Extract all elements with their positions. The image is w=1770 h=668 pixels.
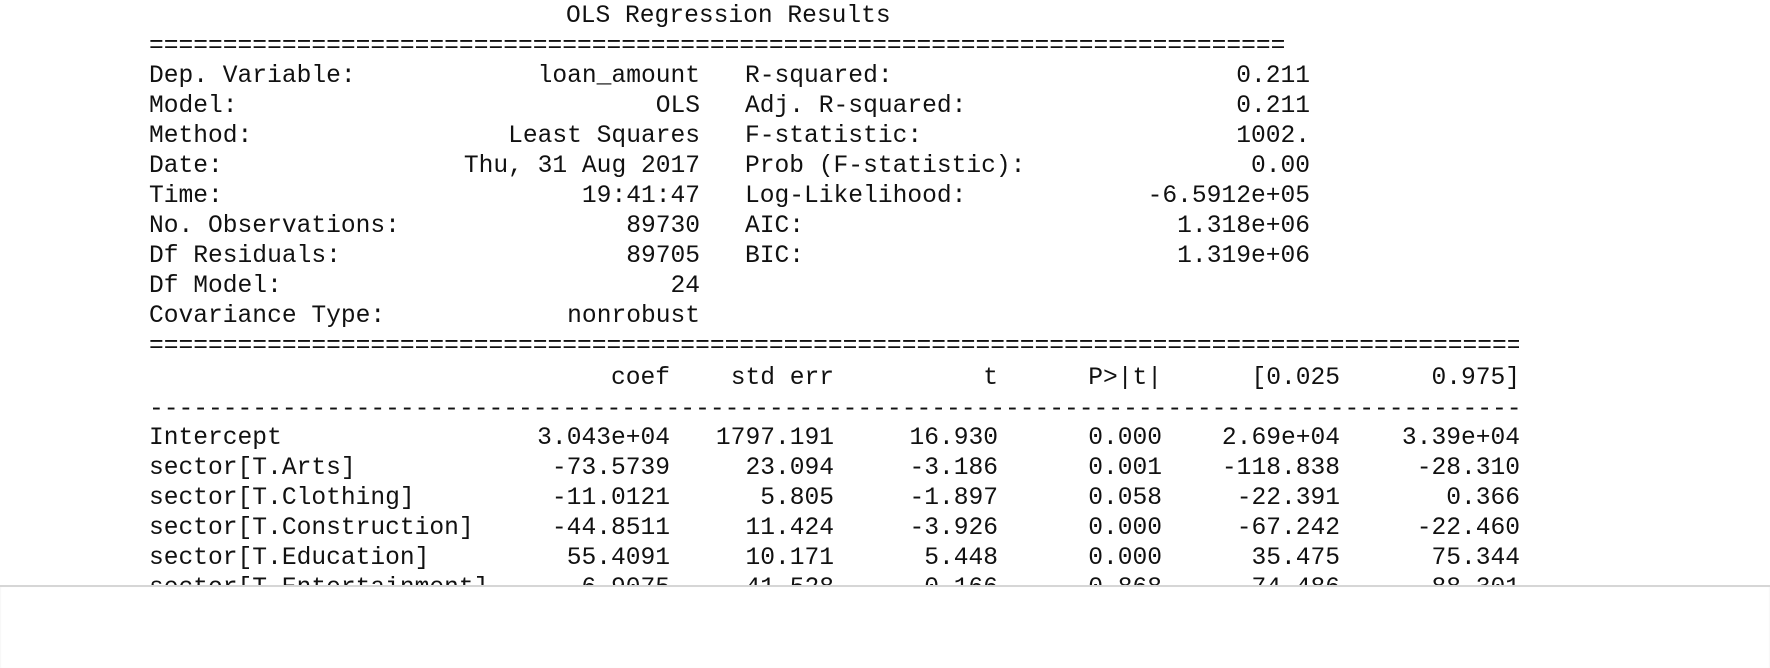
table-cell: 10.171 (745, 545, 834, 572)
summary-label: Time: (149, 183, 223, 210)
summary-value: 19:41:47 (581, 183, 700, 210)
summary-value: 1.318e+06 (1177, 213, 1310, 240)
summary-value: Thu, 31 Aug 2017 (463, 153, 700, 180)
summary-value: 24 (670, 273, 700, 300)
separator-middle: ========================================… (149, 333, 1519, 360)
table-cell: 11.424 (745, 515, 834, 542)
table-cell: 0.366 (1446, 485, 1520, 512)
summary-value: OLS (655, 93, 700, 120)
summary-value: 0.211 (1236, 63, 1310, 90)
table-cell: 3.39e+04 (1401, 425, 1520, 452)
table-row-name: sector[T.Education] (149, 545, 430, 572)
table-cell: 5.448 (924, 545, 998, 572)
table-row-name: Intercept (149, 425, 282, 452)
summary-label: Covariance Type: (149, 303, 386, 330)
table-cell: 0.000 (1088, 515, 1162, 542)
table-cell: 0.001 (1088, 455, 1162, 482)
table-cell: -22.460 (1416, 515, 1520, 542)
column-header: [0.025 (1251, 365, 1340, 392)
summary-value: 89705 (626, 243, 700, 270)
table-cell: 1797.191 (715, 425, 834, 452)
table-cell: -22.391 (1236, 485, 1340, 512)
table-cell: 55.4091 (566, 545, 670, 572)
separator-top: ========================================… (149, 33, 1286, 60)
table-row-name: sector[T.Construction] (149, 515, 474, 542)
table-cell: -73.5739 (551, 455, 670, 482)
page-title: OLS Regression Results (566, 3, 891, 30)
table-cell: 3.043e+04 (537, 425, 670, 452)
table-row-name: sector[T.Arts] (149, 455, 356, 482)
summary-label: Model: (149, 93, 238, 120)
summary-label: Date: (149, 153, 223, 180)
summary-value: 0.00 (1250, 153, 1310, 180)
summary-value: 1002. (1236, 123, 1310, 150)
summary-label: Prob (F-statistic): (745, 153, 1026, 180)
table-cell: 5.805 (760, 485, 834, 512)
summary-label: Adj. R-squared: (745, 93, 967, 120)
column-header: std err (730, 365, 834, 392)
table-cell: -3.186 (909, 455, 998, 482)
table-cell: -28.310 (1416, 455, 1520, 482)
summary-value: loan_amount (537, 63, 700, 90)
summary-label: No. Observations: (149, 213, 400, 240)
table-cell: 23.094 (745, 455, 834, 482)
table-cell: -67.242 (1236, 515, 1340, 542)
table-row-name: sector[T.Clothing] (149, 485, 415, 512)
summary-value: -6.5912e+05 (1147, 183, 1310, 210)
summary-value: 0.211 (1236, 93, 1310, 120)
column-header: 0.975] (1431, 365, 1520, 392)
column-header: t (983, 365, 998, 392)
summary-value: 89730 (626, 213, 700, 240)
table-cell: -118.838 (1221, 455, 1340, 482)
table-cell: -3.926 (909, 515, 998, 542)
table-cell: 35.475 (1251, 545, 1340, 572)
summary-label: Df Residuals: (149, 243, 341, 270)
summary-label: BIC: (745, 243, 805, 270)
table-cell: -44.8511 (551, 515, 670, 542)
summary-value: 1.319e+06 (1177, 243, 1310, 270)
summary-label: AIC: (745, 213, 805, 240)
column-header: coef (610, 365, 670, 392)
summary-value: nonrobust (567, 303, 700, 330)
table-cell: 2.69e+04 (1221, 425, 1340, 452)
separator-dashes: ----------------------------------------… (149, 396, 1519, 423)
column-header: P>|t| (1088, 365, 1162, 392)
table-cell: 75.344 (1431, 545, 1520, 572)
table-cell: 0.000 (1088, 425, 1162, 452)
table-cell: 16.930 (909, 425, 998, 452)
table-cell: 0.000 (1088, 545, 1162, 572)
summary-value: Least Squares (508, 123, 700, 150)
summary-label: Df Model: (149, 273, 282, 300)
summary-label: Log-Likelihood: (745, 183, 967, 210)
table-cell: 0.058 (1088, 485, 1162, 512)
summary-label: Dep. Variable: (149, 63, 356, 90)
viewport-bottom-edge (0, 585, 1770, 668)
table-cell: -11.0121 (551, 485, 670, 512)
summary-label: R-squared: (745, 63, 893, 90)
summary-label: F-statistic: (745, 123, 923, 150)
table-cell: -1.897 (909, 485, 998, 512)
summary-label: Method: (149, 123, 253, 150)
